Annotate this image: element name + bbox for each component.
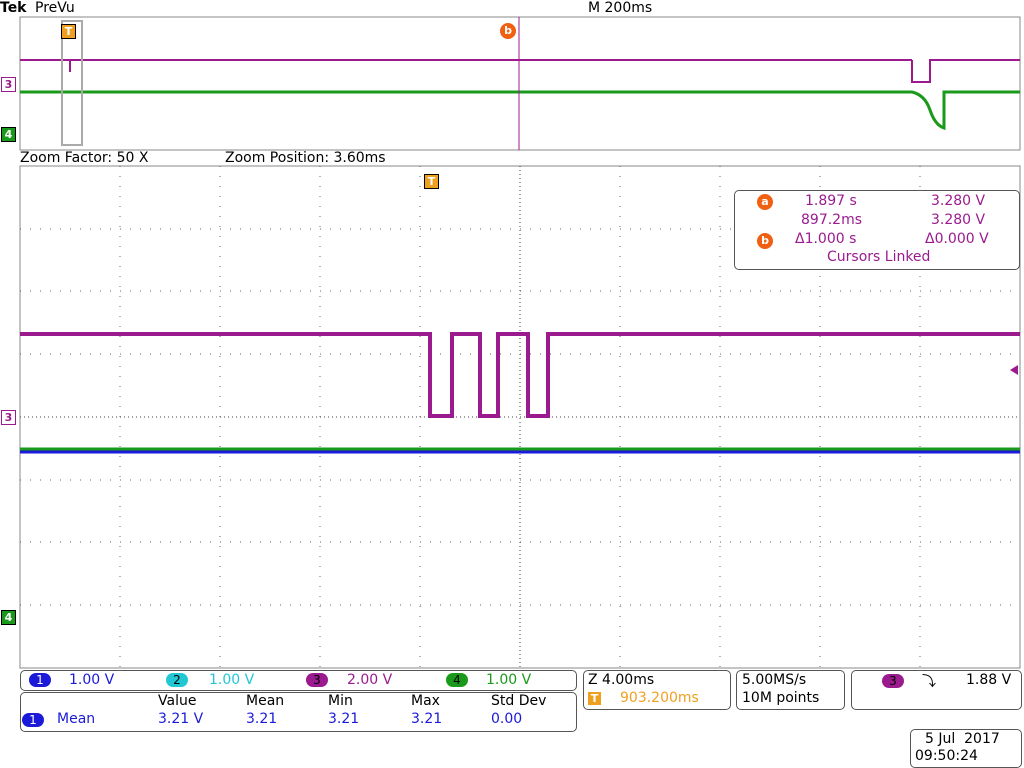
slope-icon: ⤵ [922,674,936,690]
zoom-position: Zoom Position: 3.60ms [225,150,386,166]
header-cell: Max [411,693,440,709]
ch3-marker: 3 [1,77,16,92]
brand: Tek [0,0,27,16]
trigger-level-arrow [1010,365,1018,375]
meas-cell: 3.21 [328,711,360,727]
channel-bar: 1 1.00 V 2 1.00 V 3 2.00 V 4 1.00 V [20,670,577,691]
header-cell: Min [328,693,353,709]
cursor-b-icon: b [757,233,773,249]
preview-ch4 [20,90,1020,131]
header-cell: Mean [246,693,285,709]
trigger-box: 3 ⤵ 1.88 V [851,670,1022,710]
ch4-marker: 4 [1,127,16,142]
ch4-marker: 4 [1,610,16,625]
cursor-readout: a 1.897 s 3.280 V 897.2ms 3.280 V b Δ1.0… [734,190,1020,270]
ch3-scale: 2.00 V [347,672,393,688]
meas-cell: 3.21 V [158,711,204,727]
preview-frame [19,16,1021,151]
a-time: 1.897 s [805,193,857,209]
mode: PreVu [35,0,75,16]
trigger-marker: T [424,174,439,189]
a-volt: 3.280 V [931,193,986,209]
meas-cell: 3.21 [411,711,443,727]
measurement-table: Value Mean Min Max Std Dev 1 Mean 3.21 V… [20,692,577,732]
date: 5 Jul 2017 [925,731,1000,747]
ch2-scale: 1.00 V [209,672,255,688]
timebase: M 200ms [588,0,653,16]
sample-rate: 5.00MS/s [742,672,807,688]
header-cell: Value [158,693,197,709]
ch3-trace [20,332,1020,418]
horizontal-box: Z 4.00ms T 903.200ms [583,670,731,710]
delta-volt: Δ0.000 V [925,231,989,247]
zoom-window [61,20,83,146]
ch1-pill: 1 [29,673,51,687]
time: 09:50:24 [915,748,978,764]
b-volt: 3.280 V [931,212,986,228]
acquisition-box: 5.00MS/s 10M points [736,670,845,710]
preview-ch3-pulse [911,59,1020,83]
ch3-marker: 3 [1,410,16,425]
center-axes [20,166,1020,668]
cursor-status: Cursors Linked [827,249,931,265]
delta-time: Δ1.000 s [795,231,857,247]
ch3-pill: 3 [306,673,328,687]
meas-cell: 0.00 [491,711,523,727]
ch2-pill: 2 [166,673,188,687]
trigger-level: 1.88 V [966,672,1012,688]
meas-cell: 3.21 [246,711,278,727]
ch1-scale: 1.00 V [69,672,115,688]
record-length: 10M points [742,690,820,706]
cursor-b-marker: b [500,23,516,39]
datetime-box: 5 Jul 2017 09:50:24 [910,729,1022,768]
cursor-a-icon: a [757,194,773,210]
trigger-channel: 3 [882,674,904,688]
b-time: 897.2ms [801,212,863,228]
zoom-scale: Z 4.00ms [588,672,655,688]
trigger-icon: T [588,692,601,705]
trigger-marker: T [61,24,76,39]
header-cell: Std Dev [491,693,547,709]
zoom-factor: Zoom Factor: 50 X [20,150,149,166]
meas-name: Mean [57,711,96,727]
meas-channel: 1 [22,713,44,727]
trigger-position: 903.200ms [620,690,699,706]
ch4-scale: 1.00 V [486,672,532,688]
ch4-pill: 4 [446,673,468,687]
